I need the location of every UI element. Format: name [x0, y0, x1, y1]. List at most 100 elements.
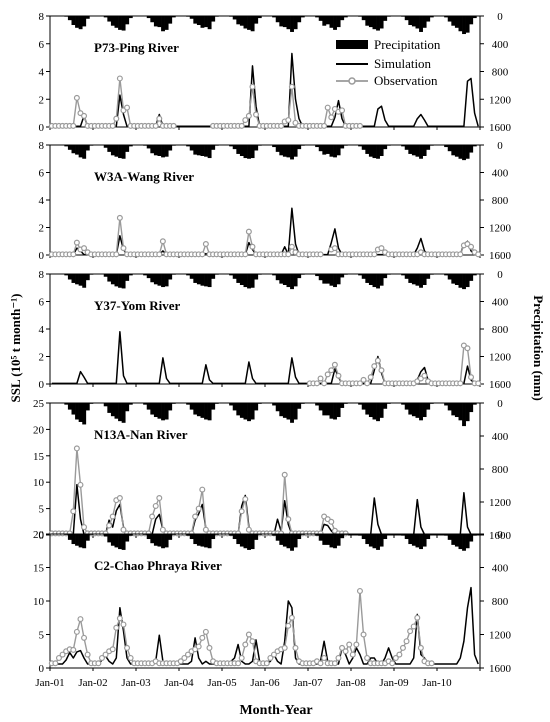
- x-axis-label: Month-Year: [239, 703, 312, 718]
- precip-bar: [103, 534, 108, 537]
- panel-3: 0 2 4 6 8 0 400 800 1200 1600 Y37-Yom River: [39, 269, 512, 391]
- x-tick-label: Jan-02: [78, 677, 107, 689]
- y-tick-label: 8: [39, 269, 45, 281]
- precip-bar: [376, 16, 380, 31]
- observation-marker: [238, 122, 245, 129]
- precip-bar: [462, 534, 466, 551]
- observation-marker: [353, 641, 360, 648]
- precip-bar: [75, 534, 79, 546]
- precip-bar: [107, 145, 112, 152]
- observation-marker: [285, 251, 292, 258]
- x-tick-label: Jan-10: [422, 677, 452, 689]
- observation-marker: [253, 111, 260, 118]
- observation-marker: [457, 380, 464, 387]
- observation-marker: [328, 518, 335, 525]
- precip-bar: [454, 534, 459, 547]
- precip-bar: [89, 534, 94, 535]
- precip-bar: [315, 274, 320, 277]
- precip-bar: [67, 16, 72, 21]
- precip-bar: [171, 16, 176, 18]
- precip-bar: [454, 16, 459, 28]
- x-tick-label: Jan-01: [35, 677, 64, 689]
- observation-marker: [120, 621, 127, 628]
- precip-bar: [211, 403, 216, 410]
- observation-marker: [156, 495, 163, 502]
- precip-bar: [297, 403, 302, 409]
- precip-bar: [272, 403, 277, 406]
- precip-bar: [110, 534, 115, 546]
- observation-marker: [468, 243, 475, 250]
- observation-marker: [328, 367, 335, 374]
- precip-bar: [336, 403, 341, 418]
- precip-bar: [121, 145, 126, 159]
- precip-bar: [257, 145, 262, 146]
- precip-bar: [315, 145, 320, 148]
- precip-bar: [125, 274, 130, 281]
- precip-bar: [153, 274, 158, 285]
- y-tick-label: 25: [33, 398, 45, 410]
- observation-marker: [331, 660, 338, 667]
- precip-bar: [161, 145, 165, 158]
- precip-bar: [114, 274, 119, 287]
- precip-bar: [279, 534, 284, 545]
- precip-bar: [408, 403, 413, 415]
- precip-bar: [365, 534, 370, 545]
- precip-bar: [125, 534, 130, 542]
- precip-bar: [71, 16, 76, 26]
- precip-bar: [376, 274, 380, 289]
- observation-marker: [285, 516, 292, 523]
- precip-bar: [365, 16, 370, 26]
- precip-bar: [279, 274, 284, 284]
- precip-bar: [110, 145, 115, 156]
- legend-observation-marker: [348, 77, 356, 85]
- precip-bar: [239, 16, 244, 26]
- observation-marker: [156, 251, 163, 258]
- precip-bar: [286, 145, 291, 158]
- observation-marker: [81, 524, 88, 531]
- precip-bar: [64, 274, 69, 276]
- precip-tick-label: 1600: [489, 379, 512, 391]
- precip-bar: [204, 145, 208, 157]
- precip-bar: [214, 16, 219, 17]
- precip-bar: [250, 16, 255, 32]
- precip-bar: [189, 403, 194, 410]
- precip-bar: [110, 274, 115, 285]
- observation-marker: [464, 345, 471, 352]
- precip-bar: [379, 403, 384, 418]
- precip-bar: [71, 145, 76, 154]
- precip-bar: [429, 274, 434, 275]
- precip-bar: [254, 274, 259, 280]
- precip-bar: [193, 145, 198, 155]
- precip-bar: [161, 16, 165, 32]
- legend-precipitation-swatch: [336, 40, 368, 49]
- observation-marker: [378, 245, 385, 252]
- simulation-line: [51, 484, 479, 536]
- precip-bar: [146, 534, 151, 540]
- precip-bar: [232, 403, 237, 411]
- precip-bar: [372, 403, 377, 420]
- observation-marker: [313, 380, 320, 387]
- precip-bar: [64, 145, 69, 147]
- precip-bar: [189, 145, 194, 151]
- observation-marker: [328, 114, 335, 121]
- precip-bar: [143, 403, 148, 405]
- precip-bar: [419, 274, 423, 288]
- precip-bar: [462, 403, 466, 427]
- precip-bar: [368, 16, 373, 28]
- precip-bar: [128, 145, 133, 147]
- observation-marker: [195, 505, 202, 512]
- precip-bar: [444, 534, 449, 536]
- observation-marker: [317, 375, 324, 382]
- precip-bar: [386, 274, 391, 275]
- observation-marker: [389, 660, 396, 667]
- panel-4: 0 5 10 15 20 25 0 400 800 1200 1600 N13A-Nan River: [33, 398, 512, 542]
- precip-bar: [318, 403, 323, 411]
- observation-marker: [127, 654, 134, 661]
- precip-bar: [207, 534, 212, 549]
- precip-bar: [82, 145, 87, 159]
- precip-bar: [150, 145, 155, 154]
- observation-marker: [317, 251, 324, 258]
- precip-bar: [207, 145, 212, 159]
- observation-marker: [270, 651, 277, 658]
